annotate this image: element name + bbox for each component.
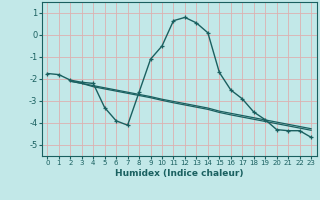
- X-axis label: Humidex (Indice chaleur): Humidex (Indice chaleur): [115, 169, 244, 178]
